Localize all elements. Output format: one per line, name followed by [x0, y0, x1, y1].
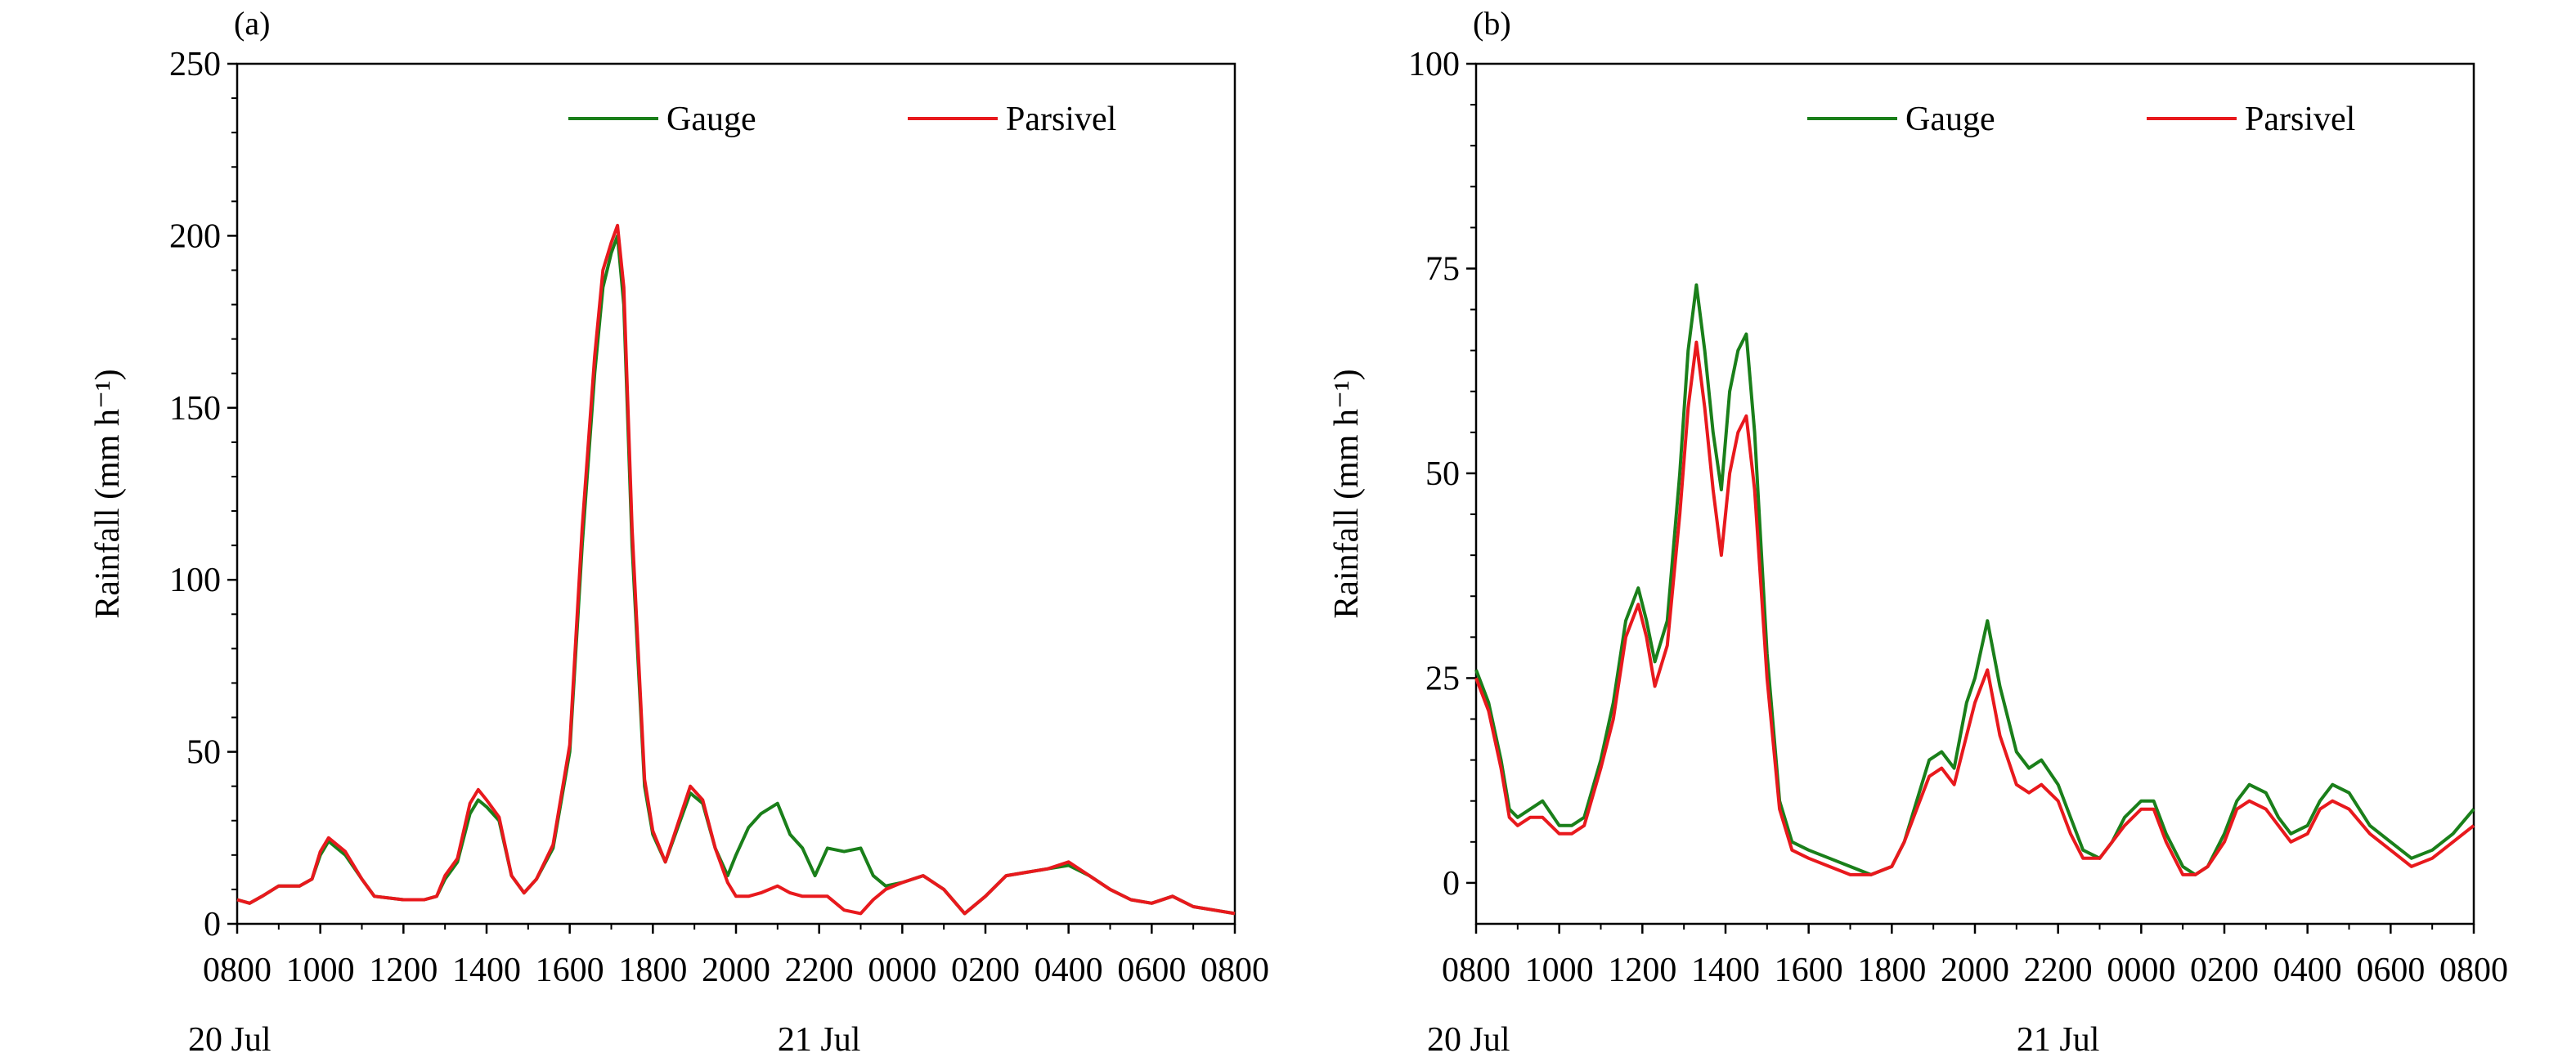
x-tick-label: 0200: [951, 952, 1020, 989]
x-tick-label: 1200: [369, 952, 438, 989]
x-tick-label: 0400: [1034, 952, 1103, 989]
plot-frame: [236, 62, 1236, 925]
y-tick-label: 25: [1425, 660, 1460, 697]
date-label: 21 Jul: [2017, 1021, 2100, 1059]
x-tick-label: 1600: [536, 952, 604, 989]
series-line-parsivel: [236, 223, 1236, 916]
x-tick-label: 0800: [1200, 952, 1269, 989]
x-tick-label: 2000: [1941, 952, 2009, 989]
x-tick-label: 1000: [1525, 952, 1594, 989]
x-tick-label: 1800: [1857, 952, 1926, 989]
y-tick-label: 50: [186, 734, 221, 772]
legend-label-gauge: Gauge: [666, 101, 756, 138]
legend-label-gauge: Gauge: [1905, 101, 1995, 138]
panel-b: 0 25 50 75 100 0800 1000 1200 1400 1600 1800 2000 22…: [1328, 5, 2508, 1059]
date-label: 20 Jul: [1427, 1021, 1510, 1059]
y-axis-title: Rainfall (mm h⁻¹): [89, 369, 127, 618]
legend-label-parsivel: Parsivel: [1006, 101, 1116, 138]
y-tick-label: 75: [1425, 250, 1460, 288]
y-tick-label: 150: [169, 390, 221, 428]
x-tick-label: 0800: [1442, 952, 1510, 989]
x-tick-label: 2200: [785, 952, 854, 989]
panel-label: (a): [234, 5, 270, 42]
x-tick-label: 1800: [618, 952, 687, 989]
panel-label: (b): [1473, 5, 1511, 42]
x-tick-label: 2000: [702, 952, 770, 989]
series-line-gauge: [236, 234, 1236, 916]
x-tick-label: 0800: [203, 952, 272, 989]
x-tick-label: 0800: [2439, 952, 2508, 989]
x-tick-label: 1200: [1608, 952, 1676, 989]
date-label: 20 Jul: [188, 1021, 272, 1059]
legend-label-parsivel: Parsivel: [2245, 101, 2355, 138]
x-tick-label: 1400: [1691, 952, 1760, 989]
y-tick-label: 0: [1443, 865, 1460, 903]
y-tick-label: 0: [204, 906, 221, 943]
x-tick-label: 0600: [1117, 952, 1186, 989]
y-tick-label: 250: [169, 46, 221, 83]
x-tick-label: 1400: [452, 952, 521, 989]
x-tick-label: 0200: [2190, 952, 2259, 989]
y-tick-label: 100: [169, 562, 221, 599]
date-label: 21 Jul: [778, 1021, 861, 1059]
y-axis-title: Rainfall (mm h⁻¹): [1328, 369, 1366, 618]
x-tick-label: 2200: [2024, 952, 2093, 989]
y-tick-label: 100: [1408, 46, 1460, 83]
x-tick-label: 0000: [868, 952, 936, 989]
y-tick-label: 200: [169, 217, 221, 255]
panel-a: 0 50 100 150 200 250 0800 1000 1200 1400 1600 1800 2…: [89, 5, 1269, 1059]
series-line-parsivel: [1474, 340, 2475, 876]
series-line-gauge: [1474, 283, 2475, 876]
x-tick-label: 0400: [2273, 952, 2342, 989]
x-tick-label: 0600: [2356, 952, 2425, 989]
x-tick-label: 0000: [2107, 952, 2175, 989]
x-tick-label: 1000: [286, 952, 355, 989]
y-tick-label: 50: [1425, 455, 1460, 493]
x-tick-label: 1600: [1775, 952, 1843, 989]
